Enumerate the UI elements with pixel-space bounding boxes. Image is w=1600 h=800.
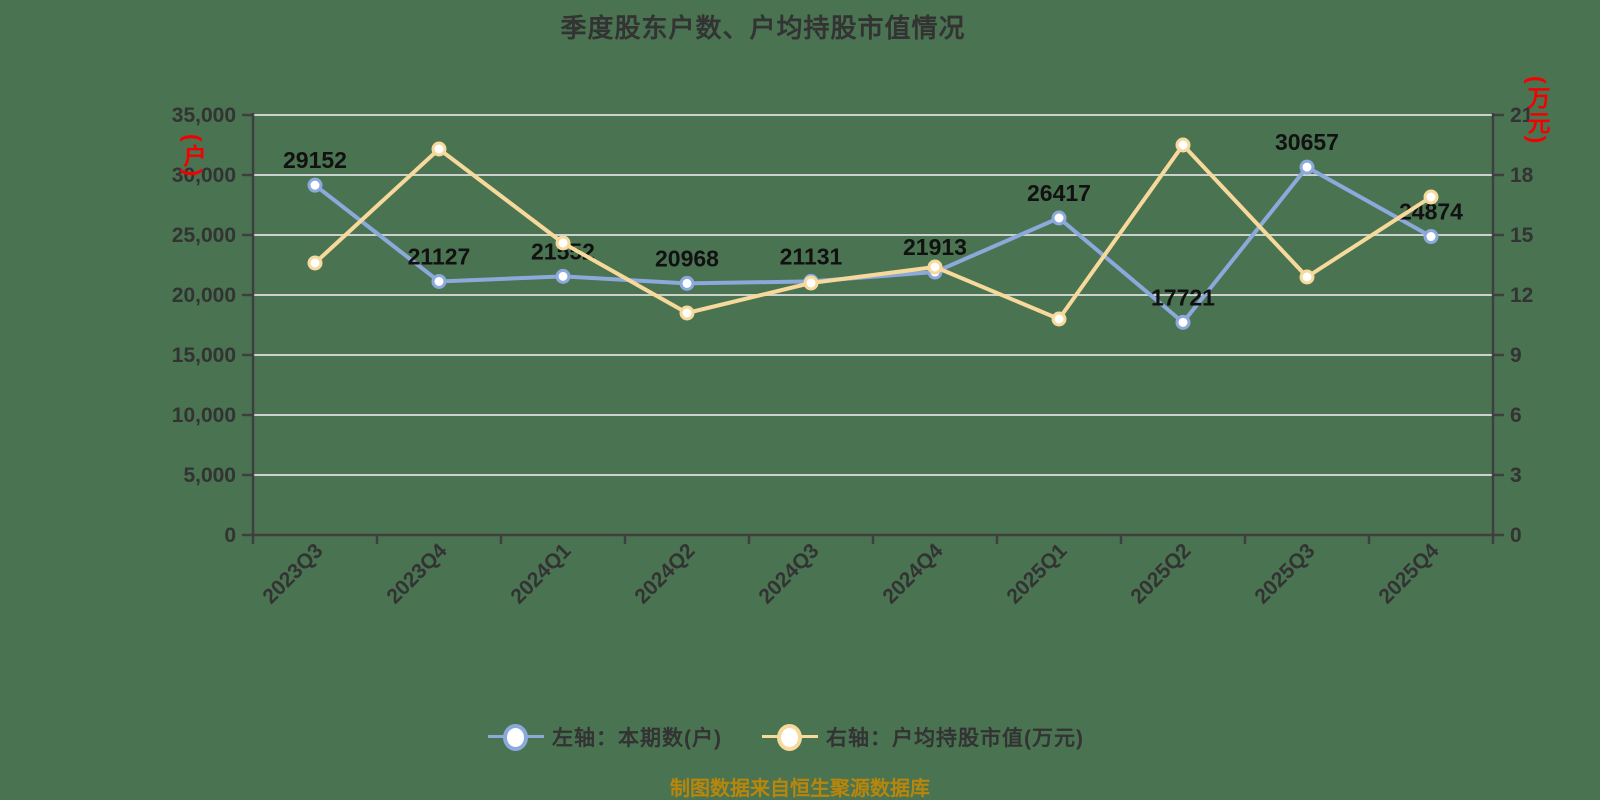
data-point-yellow[interactable] — [1423, 189, 1439, 205]
data-point-yellow[interactable] — [1051, 311, 1067, 327]
legend-item-shareholder-count[interactable]: 左轴：本期数(户) — [488, 722, 722, 752]
data-point-yellow[interactable] — [307, 255, 323, 271]
data-point-blue[interactable] — [1299, 159, 1315, 175]
legend-item-avg-holding-value[interactable]: 右轴：户均持股市值(万元) — [762, 722, 1084, 752]
left-axis-tick-label: 25,000 — [172, 224, 236, 247]
right-axis-tick-label: 18 — [1510, 164, 1534, 187]
data-point-label: 29152 — [283, 147, 347, 173]
data-point-label: 30657 — [1275, 129, 1339, 155]
left-axis-tick-label: 30,000 — [172, 164, 236, 187]
x-axis-category-label: 2025Q3 — [1250, 539, 1319, 608]
data-point-label: 21913 — [903, 234, 967, 260]
left-axis-tick-label: 5,000 — [183, 464, 236, 487]
data-source-note: 制图数据来自恒生聚源数据库 — [670, 778, 930, 800]
right-axis-tick-label: 3 — [1510, 464, 1522, 487]
data-point-yellow[interactable] — [927, 259, 943, 275]
left-axis-tick-label: 0 — [224, 524, 236, 547]
data-point-blue[interactable] — [555, 268, 571, 284]
data-point-yellow[interactable] — [803, 275, 819, 291]
data-point-yellow[interactable] — [431, 141, 447, 157]
data-point-yellow[interactable] — [1175, 137, 1191, 153]
left-axis-unit-label: (户) — [180, 134, 206, 179]
left-axis-tick-label: 10,000 — [172, 404, 236, 427]
legend-marker-blue-icon — [488, 722, 544, 752]
left-axis-tick-label: 35,000 — [172, 104, 236, 127]
right-axis-tick-label: 12 — [1510, 284, 1533, 307]
data-point-label: 21131 — [780, 243, 843, 269]
data-point-blue[interactable] — [1423, 229, 1439, 245]
data-point-blue[interactable] — [679, 275, 695, 291]
data-point-yellow[interactable] — [679, 305, 695, 321]
x-axis-category-label: 2024Q2 — [630, 539, 699, 608]
right-axis-tick-label: 6 — [1510, 404, 1522, 427]
data-point-label: 26417 — [1027, 180, 1091, 206]
data-point-label: 20968 — [655, 245, 719, 271]
right-axis-tick-label: 9 — [1510, 344, 1522, 367]
data-point-yellow[interactable] — [555, 235, 571, 251]
legend: 左轴：本期数(户) 右轴：户均持股市值(万元) — [488, 722, 1084, 752]
data-point-blue[interactable] — [1051, 210, 1067, 226]
legend-marker-yellow-icon — [762, 722, 818, 752]
x-axis-category-label: 2025Q1 — [1002, 539, 1071, 608]
right-axis-unit-label: (万元) — [1524, 76, 1550, 146]
left-axis-tick-label: 15,000 — [172, 344, 236, 367]
data-point-blue[interactable] — [1175, 314, 1191, 330]
right-axis-tick-label: 21 — [1510, 104, 1534, 127]
right-axis-tick-label: 15 — [1510, 224, 1534, 247]
data-point-yellow[interactable] — [1299, 269, 1315, 285]
right-axis-tick-label: 0 — [1510, 524, 1522, 547]
chart-title: 季度股东户数、户均持股市值情况 — [560, 13, 966, 43]
series-line-avg-holding-value — [313, 143, 1433, 321]
x-axis-category-label: 2023Q3 — [258, 539, 327, 608]
x-axis-category-label: 2023Q4 — [382, 539, 451, 608]
data-point-label: 17721 — [1151, 284, 1215, 310]
x-axis-category-label: 2025Q4 — [1374, 539, 1443, 608]
legend-label-right-axis: 右轴：户均持股市值(万元) — [826, 727, 1084, 750]
x-axis-category-label: 2024Q1 — [506, 539, 575, 608]
left-axis-tick-label: 20,000 — [172, 284, 236, 307]
data-point-blue[interactable] — [431, 273, 447, 289]
x-axis-category-label: 2025Q2 — [1126, 539, 1195, 608]
legend-label-left-axis: 左轴：本期数(户) — [552, 727, 722, 750]
x-axis-category-label: 2024Q4 — [878, 539, 947, 608]
series-line-shareholder-count — [313, 165, 1433, 325]
x-axis-category-label: 2024Q3 — [754, 539, 823, 608]
data-point-blue[interactable] — [307, 177, 323, 193]
data-point-label: 21127 — [408, 243, 471, 269]
